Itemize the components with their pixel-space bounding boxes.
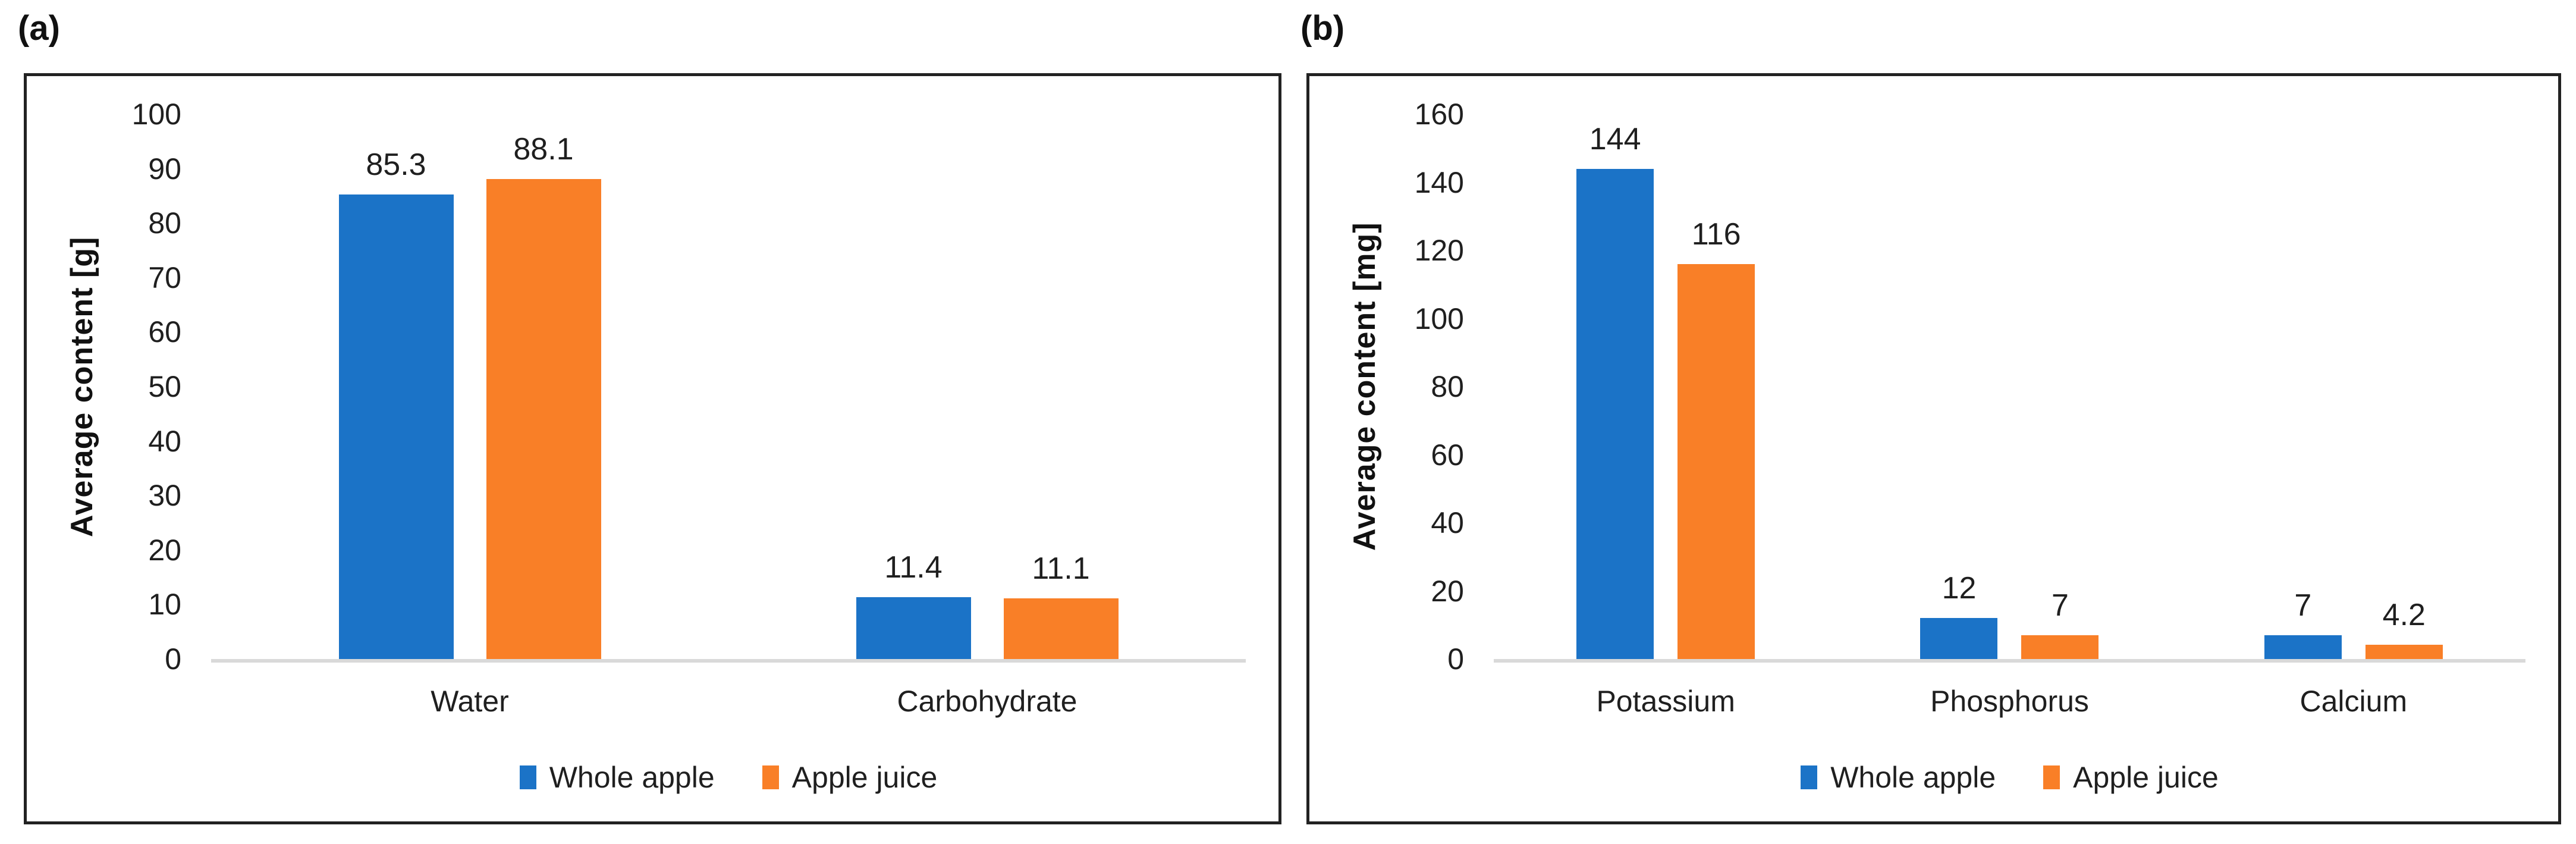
bar-apple-juice [1677,264,1755,659]
legend-item-whole-apple: Whole apple [1801,760,1996,795]
category-slot: 7 4.2 [2182,114,2525,659]
y-axis-tick-labels: 100 90 80 70 60 50 40 30 20 10 0 [27,76,181,821]
y-tick-label: 160 [1414,98,1464,131]
legend: Whole apple Apple juice [1494,760,2525,795]
legend-swatch-apple-juice [762,765,779,789]
bar-value-label: 116 [1691,217,1741,252]
bar-group-item: 11.1 [1003,551,1119,659]
y-tick-label: 140 [1414,165,1464,199]
bar-value-label: 4.2 [2382,598,2426,632]
category-axis-labels: Potassium Phosphorus Calcium [1494,684,2525,719]
y-tick-label: 90 [148,152,181,186]
y-tick-label: 120 [1414,234,1464,267]
plot-area: 85.3 88.1 11.4 11.1 [211,114,1246,663]
bar-value-label: 88.1 [513,132,574,167]
category-label: Phosphorus [1930,685,2089,718]
bar-value-label: 144 [1589,122,1641,156]
bar-group-item: 12 [1920,570,1998,659]
y-tick-label: 60 [1431,438,1464,472]
y-tick-label: 40 [1431,506,1464,539]
bar-group-item: 4.2 [2365,597,2443,659]
bar-value-label: 11.1 [1032,551,1090,586]
panel-a-letter: (a) [18,9,60,48]
category-label: Carbohydrate [897,685,1077,718]
category-slot: 12 7 [1837,114,2181,659]
bar-group-item: 85.3 [338,147,454,659]
bar-group-item: 116 [1677,217,1755,659]
y-tick-label: 40 [148,424,181,458]
bar-group-item: 88.1 [486,131,601,659]
legend-label: Whole apple [1830,761,1996,794]
bar-whole-apple [1920,618,1998,659]
panel-b-chart: Average content [mg] 160 140 120 100 80 60 40 2… [1306,73,2561,824]
y-axis-tick-labels: 160 140 120 100 80 60 40 20 0 [1309,76,1464,821]
legend-swatch-whole-apple [1801,765,1818,789]
y-tick-label: 60 [148,315,181,349]
panel-a-chart: Average content [g] 100 90 80 70 60 50 40 30 20 1… [24,73,1281,824]
bar-group-item: 7 [2264,588,2342,659]
legend-label: Apple juice [2073,761,2219,794]
legend-item-whole-apple: Whole apple [519,760,715,795]
x-axis-line [211,659,1246,663]
category-slot: 11.4 11.1 [728,114,1246,659]
y-tick-label: 100 [131,98,181,131]
bar-apple-juice [1003,598,1119,659]
bar-value-label: 7 [2294,588,2312,623]
y-tick-label: 80 [148,206,181,240]
y-tick-label: 80 [1431,370,1464,403]
y-tick-label: 30 [148,479,181,513]
x-axis-line [1494,659,2525,663]
legend-label: Apple juice [791,761,938,794]
bar-apple-juice [486,179,601,659]
panel-b-letter: (b) [1300,9,1345,48]
category-slot: 85.3 88.1 [211,114,728,659]
category-axis-labels: Water Carbohydrate [211,684,1246,719]
category-slot: 144 116 [1494,114,1837,659]
y-tick-label: 70 [148,261,181,294]
bar-whole-apple [856,597,971,659]
bar-group-item: 144 [1576,121,1654,659]
legend-label: Whole apple [549,761,715,794]
category-label: Water [431,685,509,718]
y-tick-label: 20 [148,533,181,567]
legend: Whole apple Apple juice [211,760,1246,795]
y-tick-label: 0 [1447,642,1464,676]
y-tick-label: 0 [165,642,181,676]
bar-whole-apple [2264,635,2342,659]
bar-whole-apple [1576,169,1654,659]
bar-group-item: 11.4 [856,550,971,659]
bar-value-label: 85.3 [366,148,426,182]
bar-group-item: 7 [2021,588,2099,659]
y-tick-label: 50 [148,370,181,403]
legend-swatch-whole-apple [519,765,536,789]
y-tick-label: 20 [1431,574,1464,608]
category-label: Calcium [2299,685,2408,718]
category-label: Potassium [1596,685,1735,718]
y-tick-label: 10 [148,588,181,622]
plot-area: 144 116 12 7 7 4.2 [1494,114,2525,663]
y-tick-label: 100 [1414,302,1464,335]
bar-value-label: 7 [2052,588,2069,623]
bar-value-label: 12 [1942,571,1977,605]
bar-whole-apple [338,194,454,659]
legend-swatch-apple-juice [2043,765,2060,789]
bar-apple-juice [2365,645,2443,659]
bar-value-label: 11.4 [884,550,943,585]
bar-apple-juice [2021,635,2099,659]
legend-item-apple-juice: Apple juice [762,760,938,795]
legend-item-apple-juice: Apple juice [2043,760,2219,795]
